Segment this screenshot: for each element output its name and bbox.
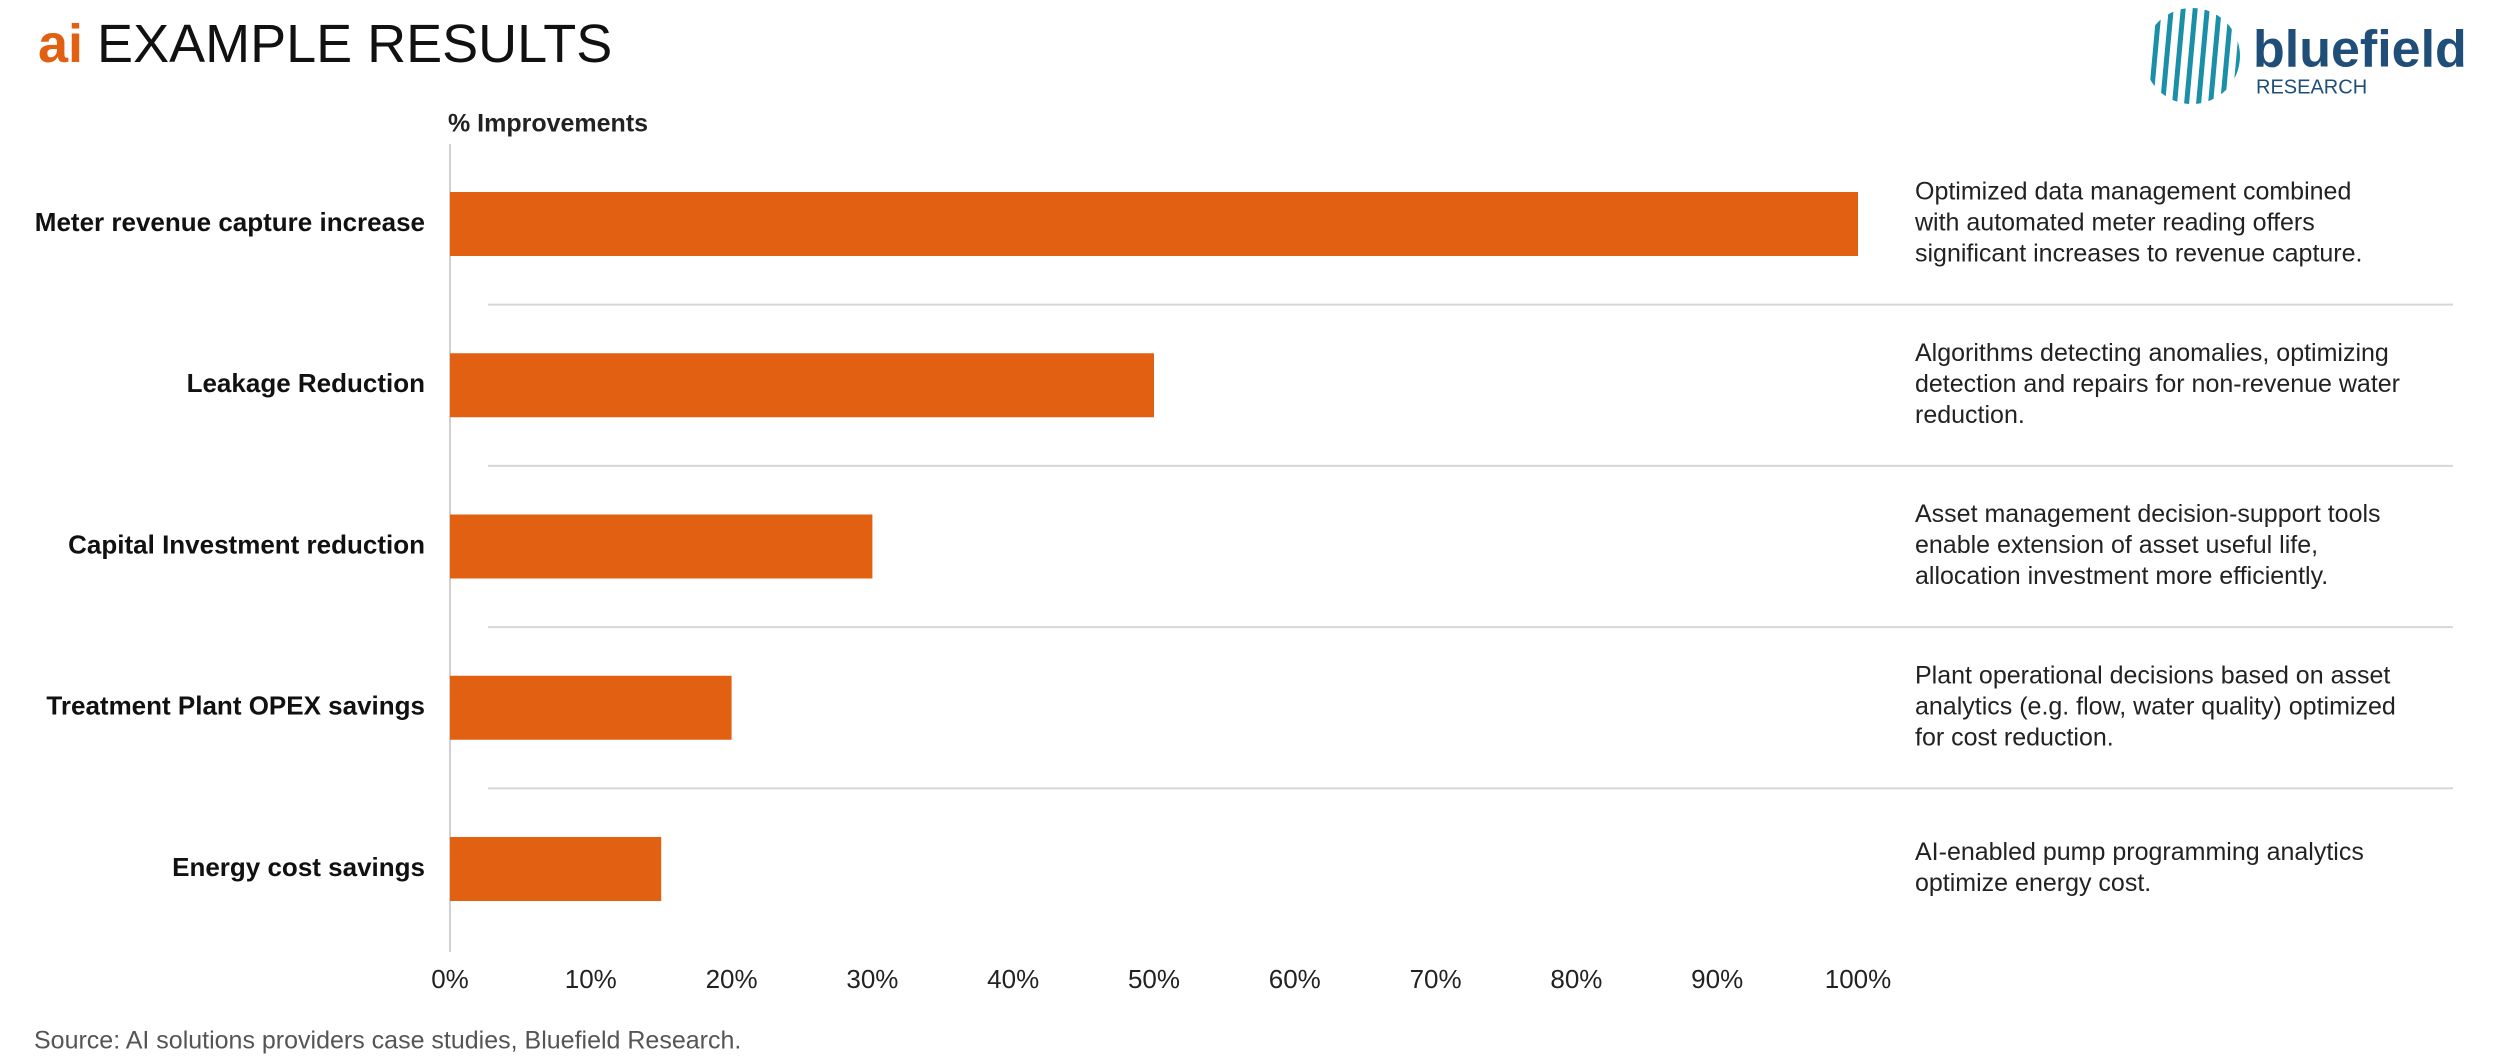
chart-title: ai EXAMPLE RESULTS bbox=[38, 14, 612, 74]
x-tick-label: 60% bbox=[1269, 964, 1321, 994]
note-line: significant increases to revenue capture… bbox=[1915, 240, 2362, 268]
x-tick-label: 100% bbox=[1825, 964, 1892, 994]
category-label: Meter revenue capture increase bbox=[35, 207, 425, 237]
category-label: Treatment Plant OPEX savings bbox=[46, 691, 425, 721]
bar bbox=[450, 675, 732, 740]
logo-sub: RESEARCH bbox=[2256, 76, 2367, 98]
x-tick-label: 40% bbox=[987, 964, 1039, 994]
x-tick-label: 10% bbox=[565, 964, 617, 994]
title-prefix: ai bbox=[38, 14, 83, 74]
note-line: Algorithms detecting anomalies, optimizi… bbox=[1915, 339, 2389, 367]
bar bbox=[450, 514, 873, 579]
x-tick-label: 50% bbox=[1128, 964, 1180, 994]
note-line: allocation investment more efficiently. bbox=[1915, 562, 2328, 590]
x-tick-label: 70% bbox=[1410, 964, 1462, 994]
axis-label: % Improvements bbox=[448, 110, 648, 138]
note-line: enable extension of asset useful life, bbox=[1915, 531, 2318, 559]
note-line: AI-enabled pump programming analytics bbox=[1915, 838, 2364, 866]
category-label: Capital Investment reduction bbox=[68, 529, 425, 559]
logo-icon bbox=[2144, 8, 2240, 104]
note-line: reduction. bbox=[1915, 401, 2025, 429]
note-line: with automated meter reading offers bbox=[1914, 209, 2315, 237]
source: Source: AI solutions providers case stud… bbox=[34, 1027, 741, 1055]
bar bbox=[450, 192, 1858, 256]
category-label: Leakage Reduction bbox=[187, 368, 425, 398]
x-tick-label: 80% bbox=[1550, 964, 1602, 994]
x-tick-label: 90% bbox=[1691, 964, 1743, 994]
x-tick-label: 20% bbox=[706, 964, 758, 994]
note-line: Plant operational decisions based on ass… bbox=[1915, 661, 2390, 689]
bar bbox=[450, 353, 1154, 418]
x-tick-label: 30% bbox=[846, 964, 898, 994]
note-line: Optimized data management combined bbox=[1915, 178, 2351, 206]
category-label: Energy cost savings bbox=[172, 852, 425, 882]
bar bbox=[450, 837, 662, 901]
note-line: detection and repairs for non-revenue wa… bbox=[1915, 370, 2400, 398]
x-tick-label: 0% bbox=[431, 964, 469, 994]
note-line: optimize energy cost. bbox=[1915, 869, 2151, 897]
logo-name: bluefield bbox=[2253, 21, 2467, 79]
title-main: EXAMPLE RESULTS bbox=[97, 14, 612, 74]
note-line: analytics (e.g. flow, water quality) opt… bbox=[1915, 692, 2396, 720]
note-line: for cost reduction. bbox=[1915, 723, 2114, 751]
note-line: Asset management decision-support tools bbox=[1915, 500, 2381, 528]
